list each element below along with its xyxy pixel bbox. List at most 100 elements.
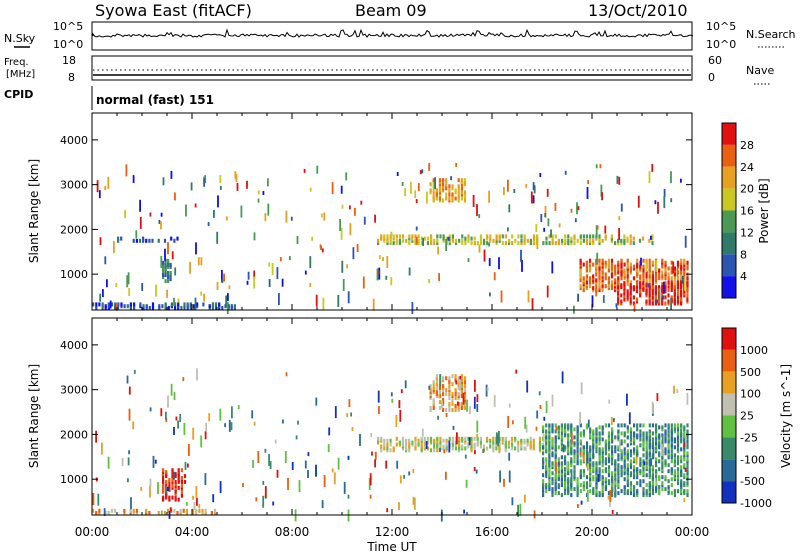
echo-cell (171, 468, 174, 473)
echo-cell (585, 449, 589, 454)
echo-cell (439, 448, 441, 453)
echo-cell (389, 442, 392, 447)
echo-cell (448, 184, 451, 189)
echo-cell (99, 293, 102, 302)
echo-cell (378, 406, 380, 415)
echo-cell (639, 293, 642, 298)
echo-cell (633, 465, 636, 470)
colorbar-swatch (722, 166, 736, 189)
echo-cell (629, 427, 633, 432)
echo-cell (133, 369, 136, 374)
echo-cell (545, 429, 548, 434)
ytick-label: 1000 (60, 268, 88, 281)
echo-cell (667, 479, 670, 484)
echo-cell (576, 459, 579, 464)
echo-cell (451, 194, 454, 199)
echo-cell (579, 473, 582, 478)
echo-cell (400, 389, 403, 394)
echo-cell (445, 408, 448, 412)
echo-cell (348, 399, 351, 408)
echo-cell (645, 278, 648, 283)
echo-cell (279, 257, 282, 262)
echo-cell (620, 238, 623, 243)
echo-cell (579, 284, 582, 289)
echo-cell (626, 393, 628, 406)
echo-cell (439, 436, 442, 441)
echo-cell (524, 494, 526, 503)
echo-cell (467, 234, 470, 239)
echo-cell (177, 468, 180, 473)
echo-cell (567, 449, 570, 454)
echo-cell (683, 270, 686, 275)
echo-cell (127, 272, 130, 285)
echo-cell (595, 272, 598, 277)
echo-cell (157, 238, 160, 243)
echo-cell (399, 475, 402, 484)
echo-cell (535, 224, 538, 233)
echo-cell (645, 465, 648, 470)
echo-cell (607, 280, 610, 285)
echo-cell (520, 438, 523, 443)
echo-cell (604, 439, 607, 444)
echo-cell (670, 423, 673, 428)
echo-cell (626, 258, 629, 263)
echo-cell (574, 218, 577, 223)
echo-cell (445, 196, 448, 201)
echo-cell (676, 481, 680, 486)
echo-cell (98, 511, 101, 515)
echo-cell (451, 236, 454, 241)
echo-cell (645, 270, 648, 275)
echo-cell (204, 473, 207, 486)
echo-cell (501, 241, 504, 246)
echo-cell (636, 445, 639, 450)
echo-cell (498, 257, 500, 270)
echo-cell (465, 479, 468, 488)
echo-cell (200, 291, 203, 296)
echo-cell (554, 429, 557, 434)
echo-cell (495, 234, 498, 239)
echo-cell (389, 438, 392, 443)
echo-cell (573, 449, 576, 454)
echo-cell (560, 483, 563, 488)
echo-cell (186, 302, 189, 307)
echo-cell (598, 234, 601, 239)
echo-cell (349, 223, 352, 236)
echo-cell (520, 444, 523, 449)
echo-cell (479, 236, 483, 241)
echo-cell (633, 431, 636, 436)
echo-cell (124, 210, 126, 219)
echo-cell (148, 511, 151, 515)
echo-cell (667, 449, 670, 454)
echo-cell (501, 234, 504, 239)
echo-cell (221, 279, 224, 284)
echo-cell (510, 436, 514, 441)
echo-cell (396, 172, 399, 176)
echo-cell (168, 495, 171, 500)
echo-cell (529, 444, 532, 449)
echo-cell (438, 390, 442, 395)
echo-cell (551, 471, 554, 476)
echo-cell (683, 258, 686, 263)
echo-cell (445, 178, 448, 183)
echo-cell (680, 293, 683, 298)
echo-cell (670, 453, 673, 458)
echo-cell (116, 302, 118, 311)
echo-cell (158, 219, 161, 224)
echo-cell (626, 425, 629, 430)
echo-cell (204, 431, 207, 440)
echo-cell (458, 442, 461, 447)
echo-cell (307, 470, 309, 478)
echo-cell (582, 262, 585, 267)
echo-cell (601, 425, 604, 430)
echo-cell (454, 238, 458, 243)
echo-cell (604, 236, 607, 241)
echo-cell (604, 272, 607, 277)
echo-cell (148, 238, 151, 243)
echo-cell (683, 473, 686, 478)
echo-cell (448, 188, 451, 193)
echo-cell (648, 481, 651, 486)
echo-cell (426, 446, 429, 451)
echo-cell (585, 280, 588, 285)
echo-cell (673, 385, 675, 394)
time-tick-label: 12:00 (375, 525, 410, 539)
